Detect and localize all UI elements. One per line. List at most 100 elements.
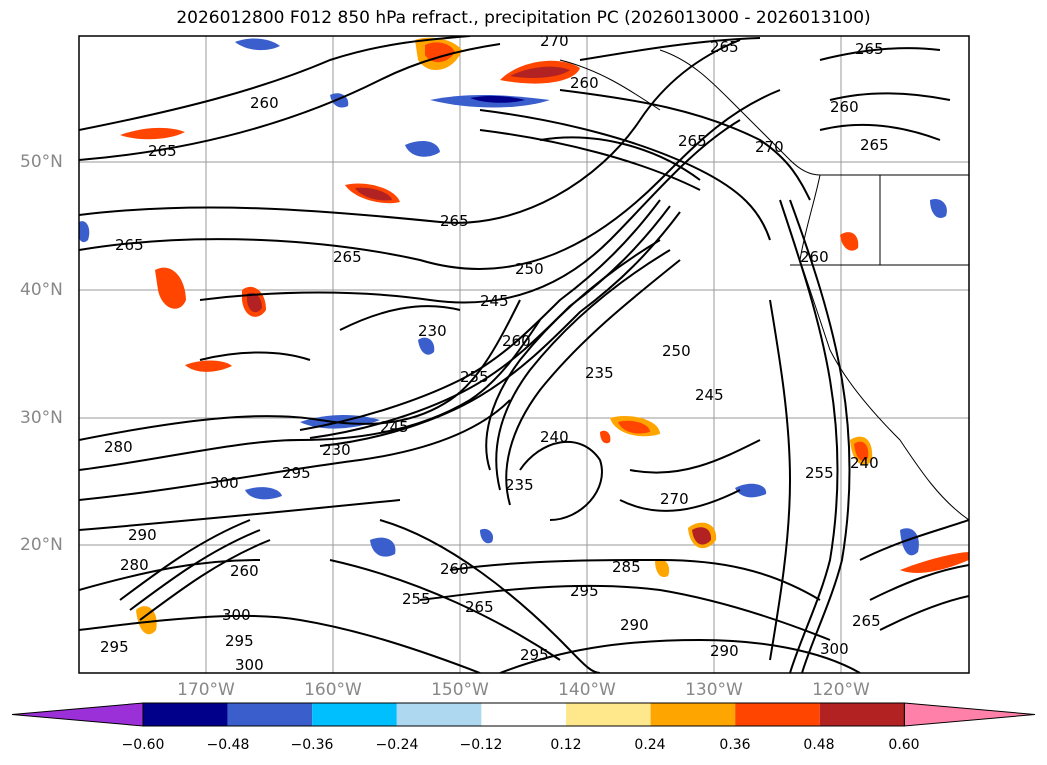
coastline [559, 49, 969, 521]
precip-blob [655, 559, 670, 578]
precip-blob [600, 430, 611, 444]
precip-blob [900, 528, 919, 556]
contour-label: 300 [235, 656, 264, 674]
colorbar-tick-label: −0.48 [206, 737, 250, 753]
precip-blob [900, 552, 969, 573]
contour-label: 300 [222, 606, 251, 624]
contour-label: 260 [502, 332, 531, 350]
precip-blob [854, 441, 869, 461]
colorbar-tick-label: 0.48 [803, 737, 835, 753]
contour-label: 230 [322, 441, 351, 459]
contour-label: 235 [505, 476, 534, 494]
colorbar-segment [735, 703, 820, 726]
refractivity-contours [79, 36, 969, 673]
contour-label: 270 [660, 490, 689, 508]
precip-blob [618, 420, 650, 434]
colorbar-segment [312, 703, 397, 726]
precip-blob [185, 360, 232, 372]
contour-label: 270 [540, 32, 569, 50]
lon-label: 160°W [304, 680, 362, 700]
lat-label: 30°N [20, 408, 63, 428]
contour-label: 280 [120, 556, 149, 574]
colorbar-tick-label: −0.12 [459, 737, 503, 753]
colorbar [11, 702, 1036, 727]
lon-label: 150°W [431, 680, 489, 700]
contour-label: 265 [678, 132, 707, 150]
contour-label: 290 [620, 616, 649, 634]
colorbar-segment [227, 703, 313, 726]
lat-label: 40°N [20, 280, 63, 300]
colorbar-tick-label: 0.24 [634, 737, 666, 753]
contour-label: 245 [695, 386, 724, 404]
precip-blob [930, 198, 947, 219]
contour-label: 270 [755, 138, 784, 156]
colorbar-segment [566, 703, 651, 726]
contour-label: 260 [440, 560, 469, 578]
contour-label: 260 [250, 94, 279, 112]
lat-label: 20°N [20, 535, 63, 555]
contour-label: 280 [104, 438, 133, 456]
precip-blob [79, 221, 90, 243]
contour-label: 260 [230, 562, 259, 580]
contour-label: 240 [540, 428, 569, 446]
colorbar-tick-label: −0.36 [290, 737, 334, 753]
precip-blob [355, 187, 392, 201]
map-title: 2026012800 F012 850 hPa refract., precip… [176, 8, 871, 28]
contour-label: 295 [225, 632, 254, 650]
precip-blob [136, 606, 157, 635]
lon-label: 140°W [558, 680, 616, 700]
plot-frame [78, 35, 970, 674]
contour-label: 235 [585, 364, 614, 382]
contour-label: 260 [830, 98, 859, 116]
contour-label: 230 [418, 322, 447, 340]
contour-label: 265 [440, 212, 469, 230]
contour-labels: 270 265 265 260 260 265 260 265 265 265 … [100, 32, 889, 674]
contour-label: 260 [570, 74, 599, 92]
precip-blob [245, 487, 282, 500]
precip-blob [155, 267, 186, 309]
contour-label: 300 [820, 640, 849, 658]
colorbar-extend-min [11, 702, 144, 727]
precip-blob [405, 140, 440, 157]
colorbar-segment [396, 703, 482, 726]
precip-blob [510, 66, 570, 78]
contour-label: 240 [850, 454, 879, 472]
contour-label: 265 [710, 38, 739, 56]
contour-label: 265 [465, 598, 494, 616]
lat-label: 50°N [20, 152, 63, 172]
contour-label: 295 [570, 582, 599, 600]
lon-label: 130°W [685, 680, 743, 700]
colorbar-segment [819, 703, 905, 726]
precip-blob [735, 483, 767, 498]
contour-label: 295 [282, 464, 311, 482]
colorbar-tick-label: −0.60 [121, 737, 165, 753]
precip-blob [370, 537, 396, 557]
contour-label: 290 [128, 526, 157, 544]
colorbar-tick-label: 0.36 [719, 737, 751, 753]
contour-label: 265 [115, 236, 144, 254]
contour-label: 265 [855, 40, 884, 58]
contour-label: 250 [515, 260, 544, 278]
contour-label: 265 [852, 612, 881, 630]
contour-label: 250 [662, 342, 691, 360]
colorbar-segment [650, 703, 736, 726]
colorbar-tick-label: 0.60 [888, 737, 920, 753]
contour-label: 295 [520, 646, 549, 664]
contour-label: 265 [860, 136, 889, 154]
contour-label: 260 [800, 248, 829, 266]
precip-blob [120, 127, 185, 140]
colorbar-outline [142, 702, 905, 727]
precip-blob [235, 38, 280, 51]
contour-label: 285 [612, 558, 641, 576]
colorbar-tick-label: 0.12 [550, 737, 582, 753]
contour-label: 265 [333, 248, 362, 266]
contour-label: 290 [710, 642, 739, 660]
contour-label: 295 [100, 638, 129, 656]
precip-blob [840, 232, 859, 251]
colorbar-segment [481, 703, 566, 726]
contour-label: 245 [380, 418, 409, 436]
precip-blob [470, 95, 525, 103]
contour-label: 300 [210, 474, 239, 492]
colorbar-extend-max [903, 702, 1036, 727]
